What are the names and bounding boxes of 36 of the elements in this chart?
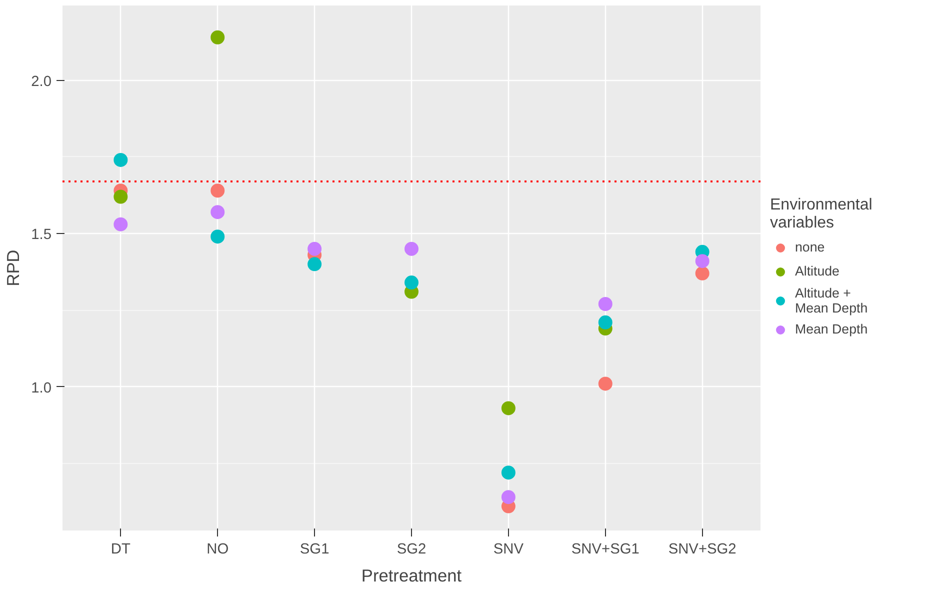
point — [308, 257, 322, 272]
point — [114, 152, 128, 167]
x-tick-label: SNV — [493, 542, 524, 558]
point — [695, 266, 710, 280]
point — [210, 205, 225, 220]
legend-title: Environmental variables — [770, 196, 872, 232]
legend-label: Mean Depth — [795, 322, 868, 336]
y-axis-title: RPD — [3, 250, 24, 286]
x-axis-title: Pretreatment — [361, 566, 462, 586]
y-tick-label: 1.5 — [31, 227, 52, 244]
x-tick-label: SG2 — [396, 542, 426, 558]
point — [695, 254, 710, 268]
point — [501, 401, 516, 416]
x-tick-label: SG1 — [300, 542, 330, 558]
legend-label: none — [795, 240, 825, 254]
y-tick-label: 1.0 — [31, 380, 52, 396]
point — [210, 230, 225, 244]
point — [114, 217, 128, 232]
x-tick-label: NO — [206, 542, 229, 558]
y-tick-label: 2.0 — [31, 74, 52, 90]
point — [308, 242, 322, 256]
point — [210, 184, 225, 198]
point — [598, 315, 612, 330]
point — [404, 242, 418, 256]
point — [598, 297, 612, 311]
legend-label: Altitude + Mean Depth — [795, 285, 868, 315]
point — [501, 490, 516, 504]
point — [598, 376, 612, 391]
legend-label: Altitude — [795, 264, 840, 278]
x-tick-label: DT — [110, 542, 130, 558]
point — [501, 466, 516, 480]
x-tick-label: SNV+SG2 — [668, 542, 736, 558]
point — [114, 190, 128, 204]
point — [404, 276, 418, 290]
point — [210, 30, 225, 44]
x-tick-label: SNV+SG1 — [571, 542, 640, 558]
